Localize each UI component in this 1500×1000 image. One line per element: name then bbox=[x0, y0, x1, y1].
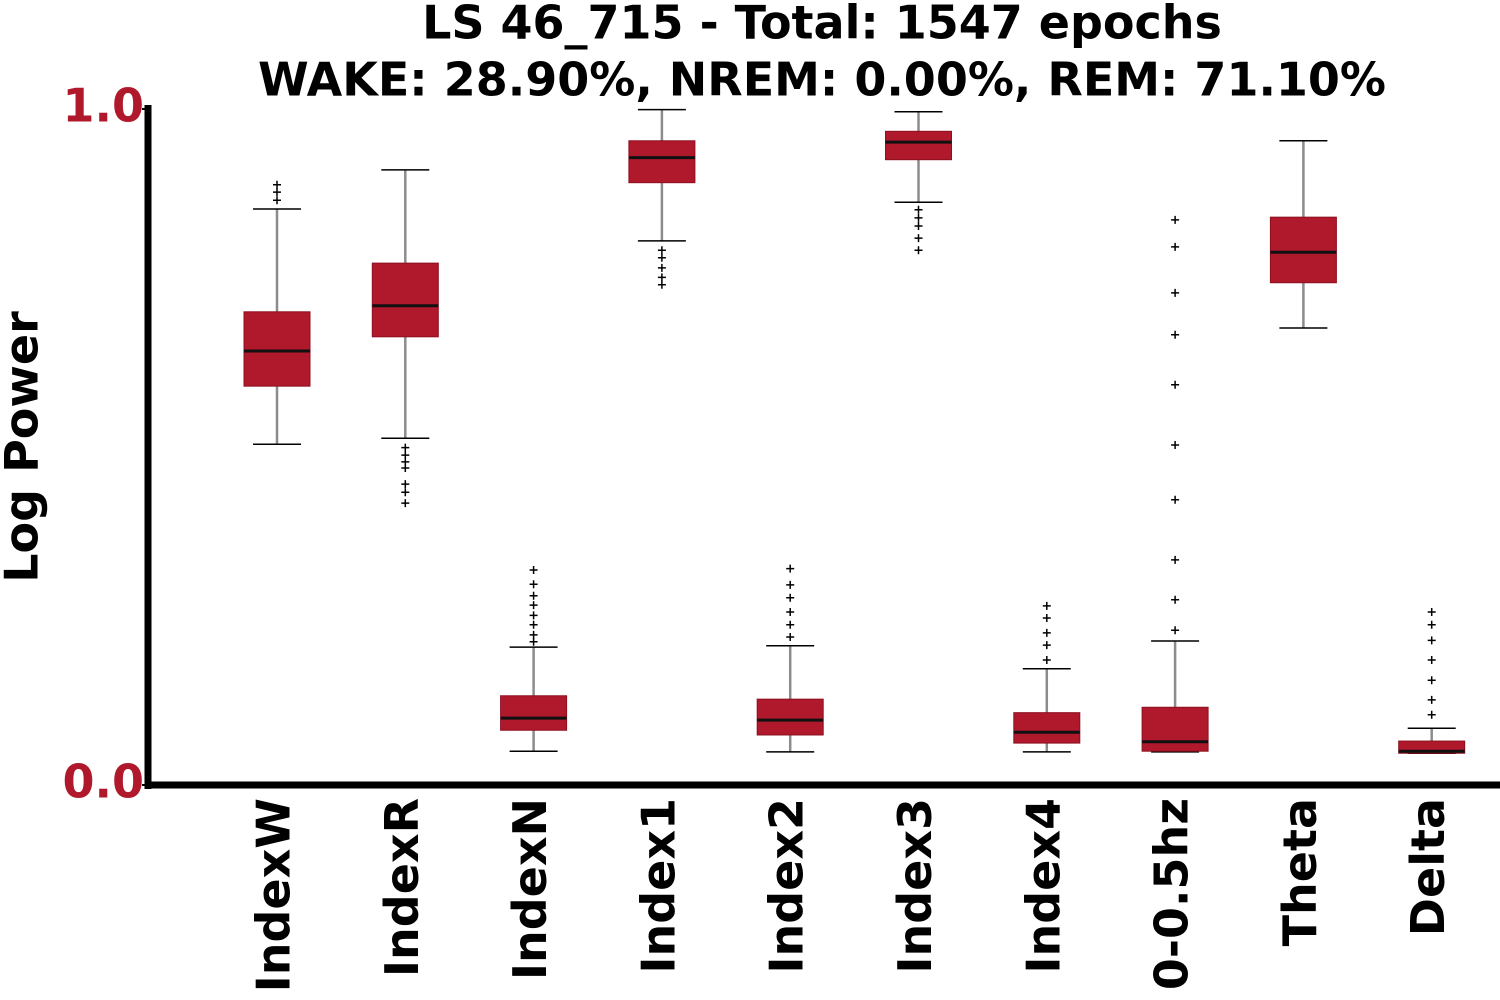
x-tick-label: IndexW bbox=[247, 798, 301, 992]
outlier bbox=[657, 280, 666, 289]
x-tick-label: Index2 bbox=[760, 798, 814, 974]
outlier bbox=[657, 253, 666, 262]
outlier bbox=[914, 234, 923, 243]
x-tick-label: Theta bbox=[1273, 798, 1327, 946]
outlier bbox=[1171, 555, 1180, 564]
chart-subtitle: WAKE: 28.90%, NREM: 0.00%, REM: 71.10% bbox=[258, 53, 1386, 107]
outlier bbox=[1427, 695, 1436, 704]
outlier bbox=[786, 607, 795, 616]
outlier bbox=[914, 213, 923, 222]
outlier bbox=[914, 246, 923, 255]
box bbox=[756, 698, 824, 736]
outlier bbox=[1171, 440, 1180, 449]
outlier bbox=[273, 196, 281, 205]
outlier bbox=[786, 564, 795, 573]
outlier bbox=[529, 637, 538, 646]
outlier bbox=[1042, 655, 1051, 664]
outlier bbox=[1171, 626, 1180, 635]
y-tick-label: 1.0 bbox=[63, 79, 145, 133]
outlier bbox=[1171, 215, 1180, 224]
box bbox=[371, 262, 439, 338]
outlier bbox=[529, 611, 538, 620]
outlier bbox=[786, 620, 795, 629]
outlier bbox=[914, 221, 923, 230]
x-tick-label: Delta bbox=[1401, 798, 1455, 936]
outlier bbox=[1427, 676, 1436, 685]
outlier bbox=[401, 480, 410, 489]
y-tick-label: 0.0 bbox=[63, 755, 145, 809]
outlier bbox=[657, 246, 666, 255]
outlier bbox=[786, 593, 795, 602]
outlier bbox=[1042, 628, 1051, 637]
x-tick-label: Index1 bbox=[631, 798, 685, 974]
outlier bbox=[1427, 620, 1436, 629]
outlier bbox=[657, 273, 666, 282]
outlier bbox=[786, 632, 795, 641]
outlier bbox=[1427, 607, 1436, 616]
outlier bbox=[1171, 242, 1180, 251]
outlier bbox=[1042, 641, 1051, 650]
outlier bbox=[1042, 601, 1051, 610]
outlier bbox=[1171, 495, 1180, 504]
x-tick-label: Index3 bbox=[888, 798, 942, 974]
chart-title: LS 46_715 - Total: 1547 epochs bbox=[422, 0, 1222, 50]
box bbox=[1269, 216, 1337, 284]
outlier bbox=[1171, 595, 1180, 604]
outlier bbox=[1171, 330, 1180, 339]
outlier bbox=[529, 580, 538, 589]
box bbox=[885, 130, 952, 161]
x-tick-label: 0-0.5hz bbox=[1145, 798, 1199, 990]
x-tick-label: Index4 bbox=[1016, 798, 1070, 974]
box bbox=[1141, 706, 1209, 752]
outlier bbox=[1171, 380, 1180, 389]
outlier bbox=[1427, 655, 1436, 664]
outlier bbox=[657, 263, 666, 272]
x-tick-label: IndexR bbox=[375, 798, 429, 977]
outlier bbox=[1427, 636, 1436, 645]
y-axis-label: Log Power bbox=[0, 311, 49, 583]
box bbox=[243, 311, 311, 387]
box bbox=[628, 140, 696, 184]
outlier bbox=[529, 601, 538, 610]
box bbox=[1013, 712, 1081, 744]
outlier bbox=[401, 463, 410, 472]
outlier bbox=[1171, 288, 1180, 297]
outlier bbox=[529, 591, 538, 600]
outlier bbox=[273, 188, 281, 197]
box bbox=[500, 695, 568, 731]
outlier bbox=[529, 566, 538, 575]
outlier bbox=[273, 180, 281, 189]
outlier bbox=[529, 630, 538, 639]
outlier bbox=[529, 620, 538, 629]
x-tick-label: IndexN bbox=[503, 798, 557, 980]
outlier bbox=[914, 205, 923, 214]
outlier bbox=[1042, 614, 1051, 623]
outlier bbox=[401, 443, 410, 452]
outlier bbox=[1427, 710, 1436, 719]
outlier bbox=[401, 488, 410, 497]
outlier bbox=[401, 451, 410, 460]
outlier bbox=[786, 580, 795, 589]
outlier bbox=[401, 499, 410, 508]
